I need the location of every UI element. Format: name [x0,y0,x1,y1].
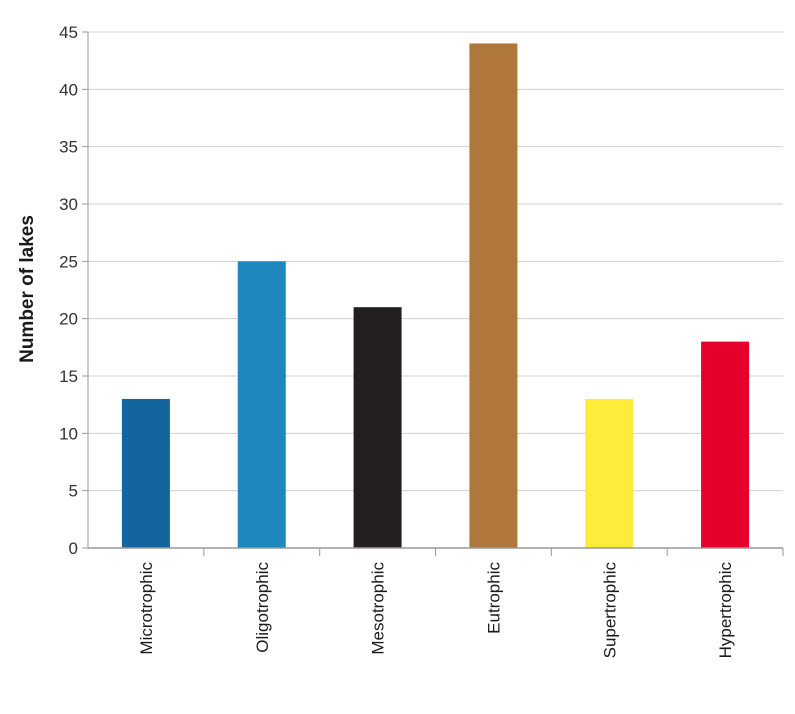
bars [121,43,750,548]
x-tick-label-mesotrophic: Mesotrophic [369,562,388,655]
x-tick-label-microtrophic: Microtrophic [137,562,156,655]
y-tick-label: 15 [59,367,78,386]
bar-supertrophic [585,398,634,548]
bar-oligotrophic [237,261,286,548]
y-tick-label: 10 [59,424,78,443]
x-tick-label-oligotrophic: Oligotrophic [253,562,272,653]
y-tick-label: 0 [69,539,78,558]
gridlines [88,31,783,492]
x-tick-label-hypertrophic: Hypertrophic [716,562,735,659]
x-tick-label-supertrophic: Supertrophic [600,562,619,659]
y-tick-label: 45 [59,23,78,42]
y-tick-label: 25 [59,252,78,271]
y-tick-label: 40 [59,80,78,99]
bar-microtrophic [121,398,170,548]
bar-hypertrophic [701,341,750,548]
bar-eutrophic [469,43,518,548]
labels: 0 5 10 15 20 25 30 35 40 45 Microtrophic Oligotroph… [59,23,735,658]
y-axis-title: Number of lakes [17,215,38,363]
axes [82,31,784,556]
y-tick-label: 30 [59,195,78,214]
y-tick-label: 5 [69,482,78,501]
x-tick-label-eutrophic: Eutrophic [484,562,503,634]
y-tick-label: 35 [59,138,78,157]
y-tick-label: 20 [59,310,78,329]
bar-mesotrophic [353,307,402,548]
